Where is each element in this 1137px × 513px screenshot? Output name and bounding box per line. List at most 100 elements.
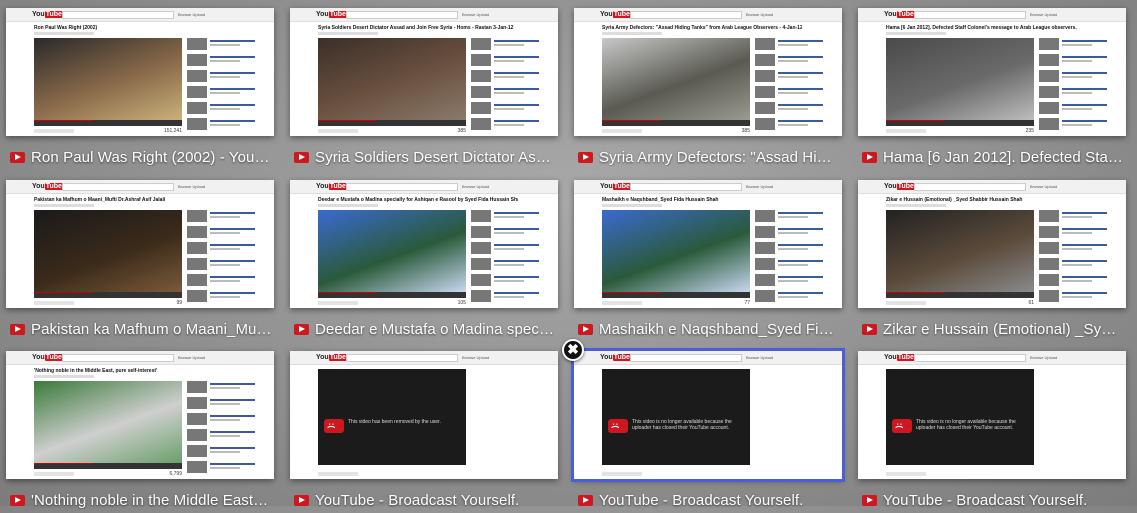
tab-thumbnail[interactable]: YouTube Browse Upload This video has been … [290, 351, 558, 513]
page-preview[interactable]: YouTube Browse Upload Hama [6 Jan 2012]. D… [858, 8, 1126, 136]
tab-thumbnail[interactable]: YouTube Browse Upload Mashaikh e Naqshband… [574, 180, 842, 342]
related-video-item [187, 397, 267, 411]
tab-thumbnail[interactable]: YouTube Browse Upload Pakistan ka Mafhum o… [6, 180, 274, 342]
uploader-line [318, 204, 378, 207]
related-title-line [210, 88, 255, 90]
tab-thumbnail[interactable]: YouTube Browse Upload Syria Soldiers Deser… [290, 8, 558, 170]
related-thumbnail [471, 118, 491, 130]
tab-caption[interactable]: Ron Paul Was Right (2002) - YouTube [10, 148, 272, 166]
youtube-favicon-icon [294, 494, 309, 506]
related-videos [1039, 210, 1119, 306]
search-input [346, 183, 458, 191]
unavailable-message: This video is no longer available becaus… [916, 419, 1016, 431]
youtube-nav: Browse Upload [1030, 355, 1058, 360]
tab-thumbnail[interactable]: YouTube Browse Upload Deedar e Mustafa o M… [290, 180, 558, 342]
tab-thumbnail[interactable]: YouTube Browse Upload Hama [6 Jan 2012]. D… [858, 8, 1126, 170]
tab-title: Syria Soldiers Desert Dictator Assad and… [315, 148, 556, 166]
related-title-line [1062, 88, 1107, 90]
related-meta-line [210, 264, 240, 266]
page-preview[interactable]: YouTube Browse Upload Pakistan ka Mafhum o… [6, 180, 274, 308]
video-player [34, 38, 182, 126]
related-video-item [1039, 210, 1119, 224]
related-thumbnail [1039, 38, 1059, 50]
page-preview[interactable]: YouTube Browse Upload Syria Army Defectors… [574, 8, 842, 136]
related-thumbnail [1039, 242, 1059, 254]
youtube-header: YouTube Browse Upload [574, 180, 842, 194]
tab-caption[interactable]: YouTube - Broadcast Yourself. [578, 491, 840, 509]
related-meta-line [1062, 124, 1092, 126]
logo-tube: Tube [328, 183, 347, 190]
tab-thumbnail[interactable]: YouTube Browse Upload Zikar e Hussain (Emo… [858, 180, 1126, 342]
tab-caption[interactable]: YouTube - Broadcast Yourself. [862, 491, 1124, 509]
tab-caption[interactable]: 'Nothing noble in the Middle East, pure … [10, 491, 272, 509]
related-meta-line [778, 248, 808, 250]
page-preview[interactable]: YouTube Browse Upload Ron Paul Was Right (… [6, 8, 274, 136]
related-meta-line [778, 232, 808, 234]
related-thumbnail [187, 86, 207, 98]
related-thumbnail [187, 242, 207, 254]
search-input [630, 11, 742, 19]
related-thumbnail [471, 210, 491, 222]
player-controls [602, 120, 750, 126]
tab-caption[interactable]: Zikar e Hussain (Emotional) _Syed Shabbi… [862, 320, 1124, 338]
page-preview[interactable]: YouTube Browse Upload 'Nothing noble in th… [6, 351, 274, 479]
tab-caption[interactable]: Deedar e Mustafa o Madina specially for … [294, 320, 556, 338]
related-video-item [187, 86, 267, 100]
tab-caption[interactable]: Mashaikh e Naqshband_Syed Fida Hussain S… [578, 320, 840, 338]
logo-tube: Tube [328, 354, 347, 361]
related-title-line [210, 72, 255, 74]
related-video-item [755, 54, 835, 68]
related-thumbnail [471, 38, 491, 50]
tab-caption[interactable]: Syria Army Defectors: "Assad Hiding Tank… [578, 148, 840, 166]
page-preview[interactable]: YouTube Browse Upload Zikar e Hussain (Emo… [858, 180, 1126, 308]
youtube-header: YouTube Browse Upload [574, 8, 842, 22]
video-frame [602, 210, 750, 292]
like-bar [318, 301, 358, 305]
sad-tv-icon [324, 419, 344, 433]
related-meta-line [778, 280, 808, 282]
related-video-item [187, 413, 267, 427]
tab-thumbnail[interactable]: YouTube Browse Upload 'Nothing noble in th… [6, 351, 274, 513]
related-title-line [1062, 104, 1107, 106]
page-preview[interactable]: YouTube Browse Upload Deedar e Mustafa o M… [290, 180, 558, 308]
uploader-line [34, 32, 94, 35]
youtube-favicon-icon [862, 494, 877, 506]
video-player [318, 38, 466, 126]
video-actions-row: 235 [886, 128, 1034, 136]
page-preview[interactable]: YouTube Browse Upload This video is no lon… [858, 351, 1126, 479]
related-video-item [471, 118, 551, 132]
tab-caption[interactable]: Pakistan ka Mafhum o Maani_Mufti Dr.Ashr… [10, 320, 272, 338]
related-video-item [187, 381, 267, 395]
player-controls [318, 120, 466, 126]
related-videos [187, 210, 267, 306]
search-input [914, 354, 1026, 362]
related-video-item [1039, 258, 1119, 272]
youtube-nav: Browse Upload [178, 355, 206, 360]
related-thumbnail [1039, 54, 1059, 66]
logo-tube: Tube [612, 11, 631, 18]
tab-caption[interactable]: YouTube - Broadcast Yourself. [294, 491, 556, 509]
tab-thumbnail[interactable]: YouTube Browse Upload This video is no lon… [858, 351, 1126, 513]
related-meta-line [210, 124, 240, 126]
close-tab-button[interactable]: ✖ [562, 339, 584, 361]
page-preview[interactable]: YouTube Browse Upload This video has been … [290, 351, 558, 479]
related-thumbnail [755, 242, 775, 254]
related-thumbnail [755, 274, 775, 286]
related-video-item [1039, 290, 1119, 304]
related-title-line [494, 72, 539, 74]
video-player [886, 210, 1034, 298]
tab-thumbnail[interactable]: YouTube Browse Upload This video is no lon… [571, 348, 845, 513]
tab-thumbnail[interactable]: YouTube Browse Upload Syria Army Defectors… [574, 8, 842, 170]
page-preview[interactable]: YouTube Browse Upload Syria Soldiers Deser… [290, 8, 558, 136]
page-preview[interactable]: YouTube Browse Upload Mashaikh e Naqshband… [574, 180, 842, 308]
related-video-item [755, 118, 835, 132]
related-video-item [471, 70, 551, 84]
tab-caption[interactable]: Syria Soldiers Desert Dictator Assad and… [294, 148, 556, 166]
tab-caption[interactable]: Hama [6 Jan 2012]. Defected Staff Colone… [862, 148, 1124, 166]
related-thumbnail [755, 210, 775, 222]
page-preview[interactable]: YouTube Browse Upload This video is no lon… [571, 348, 845, 482]
related-title-line [494, 120, 539, 122]
tab-title: Syria Army Defectors: "Assad Hiding Tank… [599, 148, 840, 166]
youtube-logo: YouTube [316, 183, 347, 190]
tab-thumbnail[interactable]: YouTube Browse Upload Ron Paul Was Right (… [6, 8, 274, 170]
